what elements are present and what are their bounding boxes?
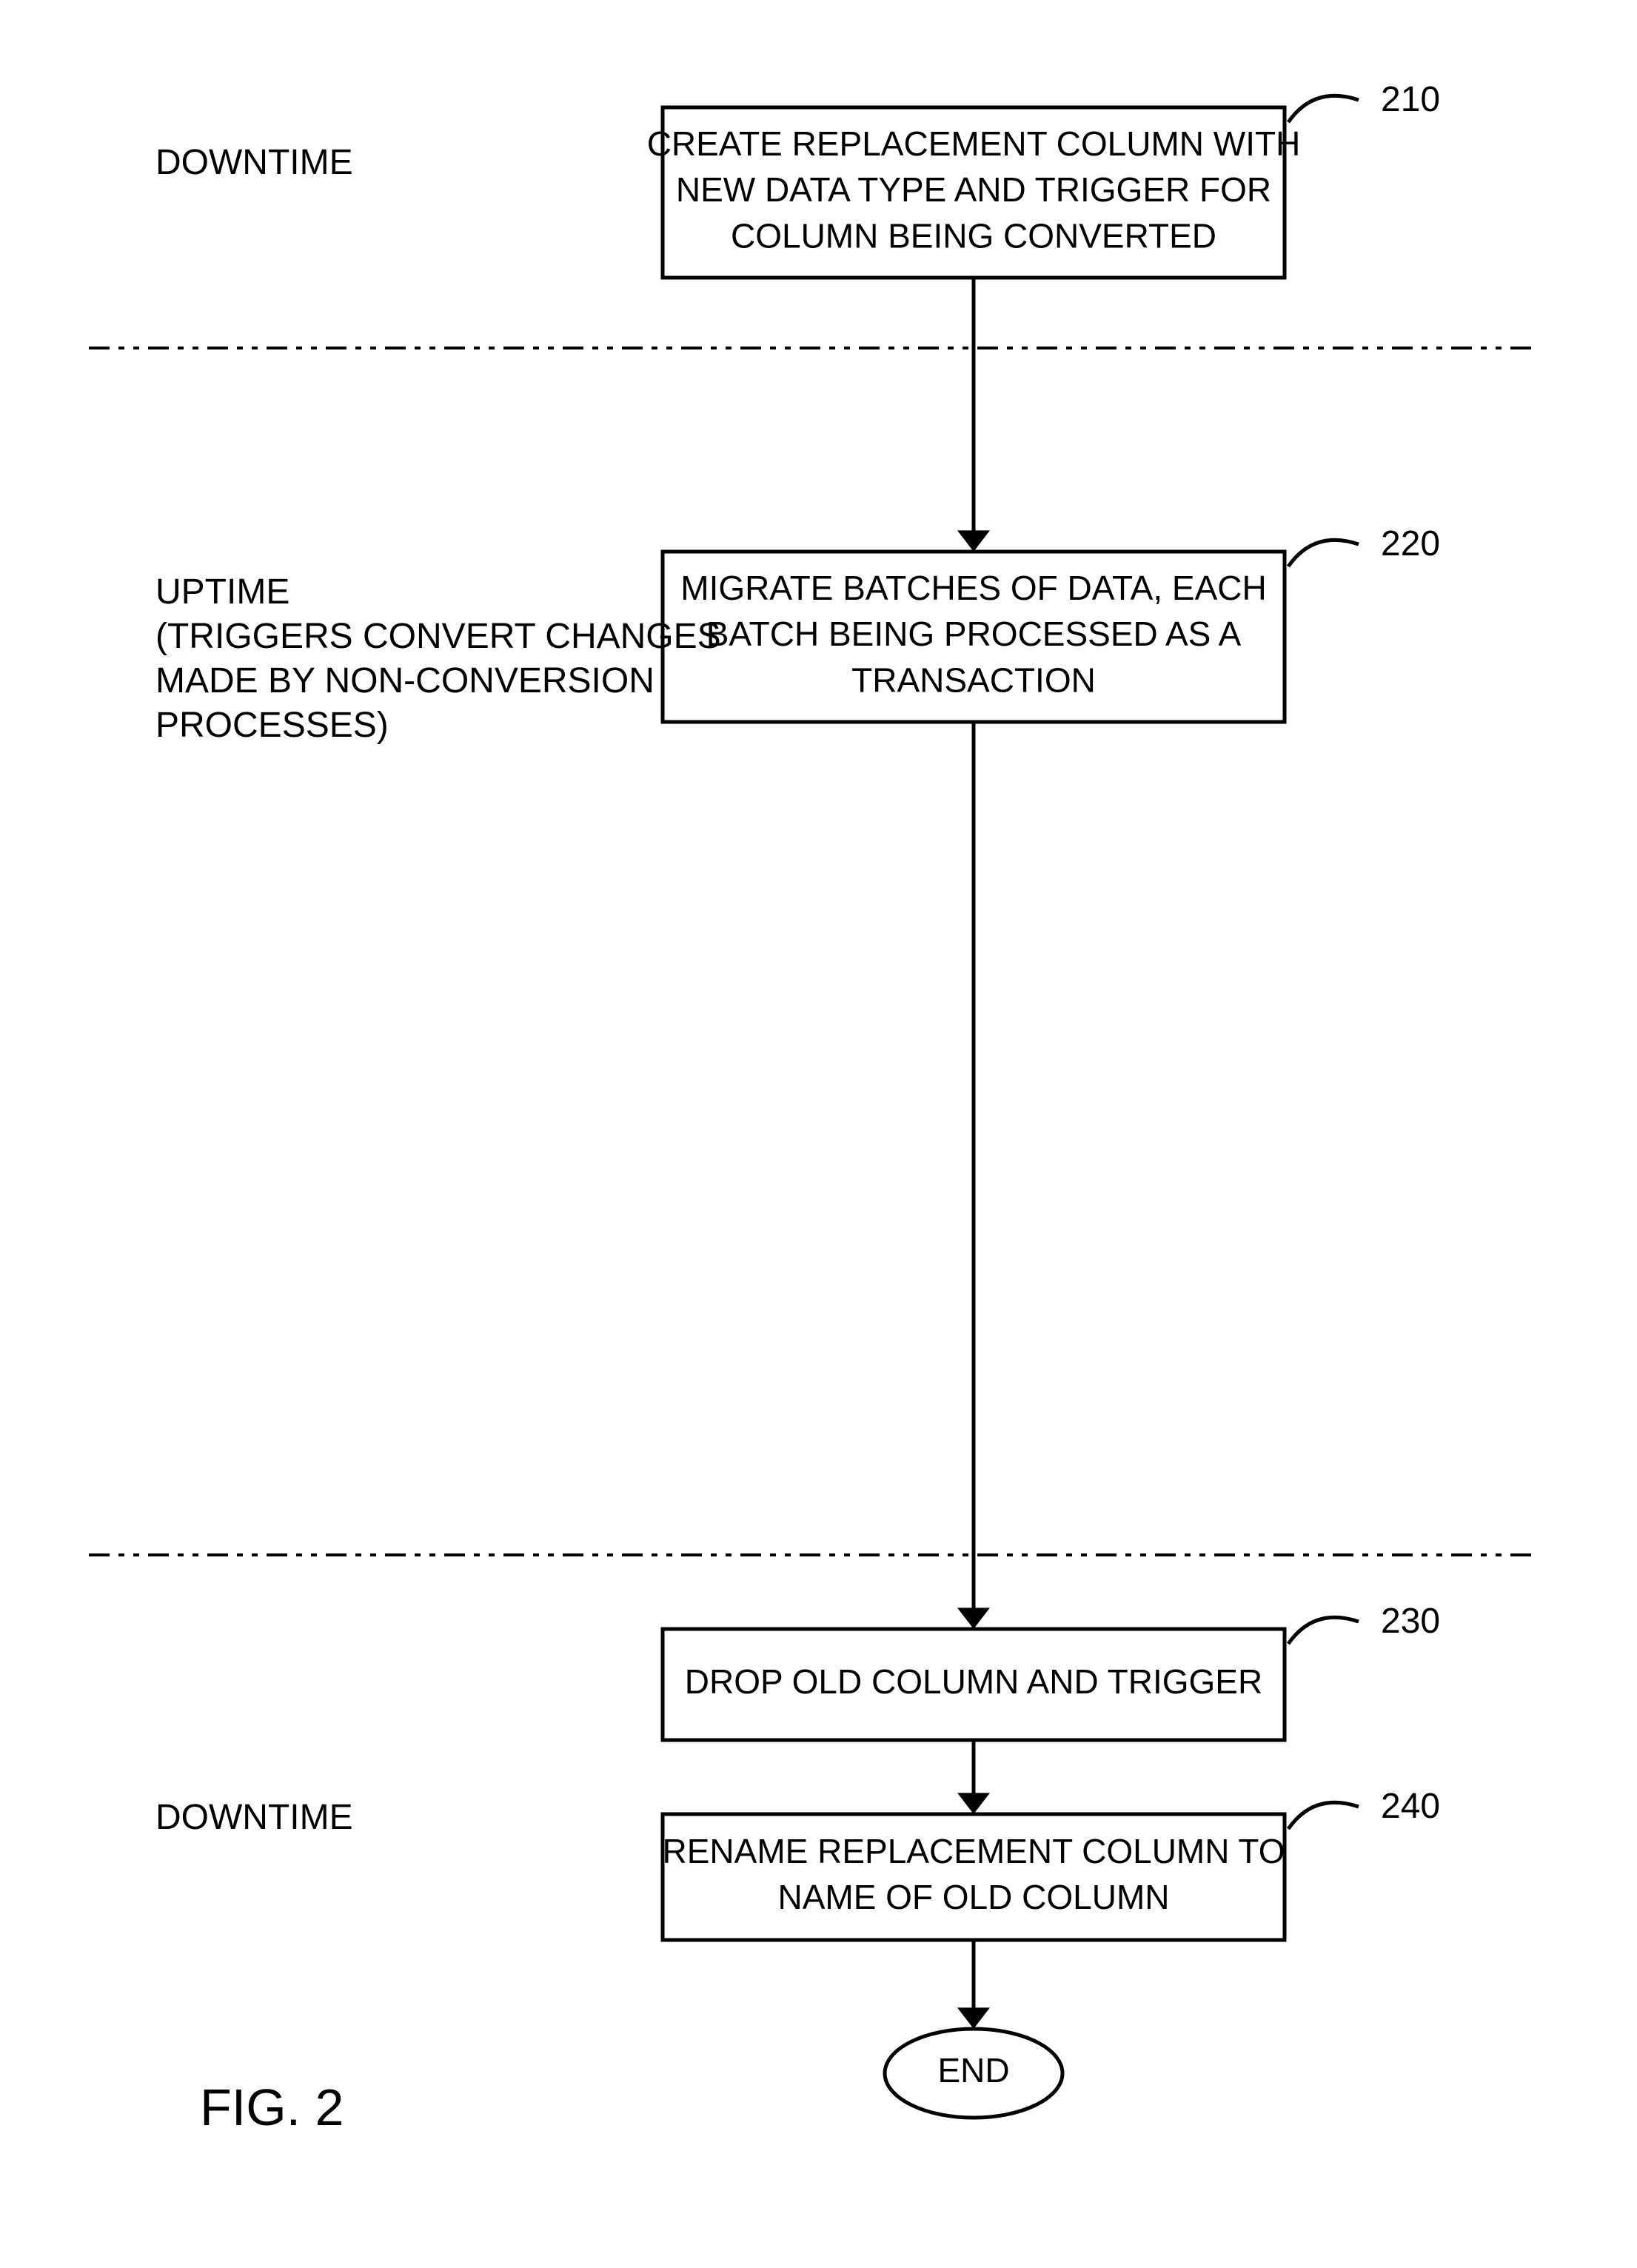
svg-text:NEW DATA TYPE AND TRIGGER FOR: NEW DATA TYPE AND TRIGGER FOR: [676, 170, 1271, 209]
svg-text:BATCH BEING PROCESSED AS A: BATCH BEING PROCESSED AS A: [706, 615, 1242, 653]
svg-text:240: 240: [1381, 1787, 1440, 1826]
svg-text:COLUMN BEING CONVERTED: COLUMN BEING CONVERTED: [731, 216, 1216, 255]
svg-text:MADE BY NON-CONVERSION: MADE BY NON-CONVERSION: [155, 661, 655, 700]
svg-text:RENAME REPLACEMENT COLUMN TO: RENAME REPLACEMENT COLUMN TO: [663, 1832, 1285, 1870]
svg-text:230: 230: [1381, 1602, 1440, 1641]
svg-text:DOWNTIME: DOWNTIME: [155, 143, 353, 182]
svg-text:210: 210: [1381, 80, 1440, 119]
svg-text:DROP OLD COLUMN AND TRIGGER: DROP OLD COLUMN AND TRIGGER: [685, 1662, 1262, 1701]
svg-text:FIG. 2: FIG. 2: [200, 2078, 344, 2136]
svg-text:PROCESSES): PROCESSES): [155, 706, 389, 745]
svg-text:UPTIME: UPTIME: [155, 572, 289, 612]
svg-text:TRANSACTION: TRANSACTION: [851, 660, 1096, 699]
svg-text:DOWNTIME: DOWNTIME: [155, 1798, 353, 1837]
svg-text:END: END: [937, 2051, 1009, 2090]
svg-text:CREATE REPLACEMENT COLUMN WITH: CREATE REPLACEMENT COLUMN WITH: [647, 124, 1301, 163]
svg-text:MIGRATE BATCHES OF DATA, EACH: MIGRATE BATCHES OF DATA, EACH: [680, 569, 1266, 607]
svg-text:(TRIGGERS CONVERT CHANGES: (TRIGGERS CONVERT CHANGES: [155, 617, 721, 656]
svg-text:NAME OF OLD COLUMN: NAME OF OLD COLUMN: [777, 1878, 1169, 1916]
svg-text:220: 220: [1381, 524, 1440, 563]
